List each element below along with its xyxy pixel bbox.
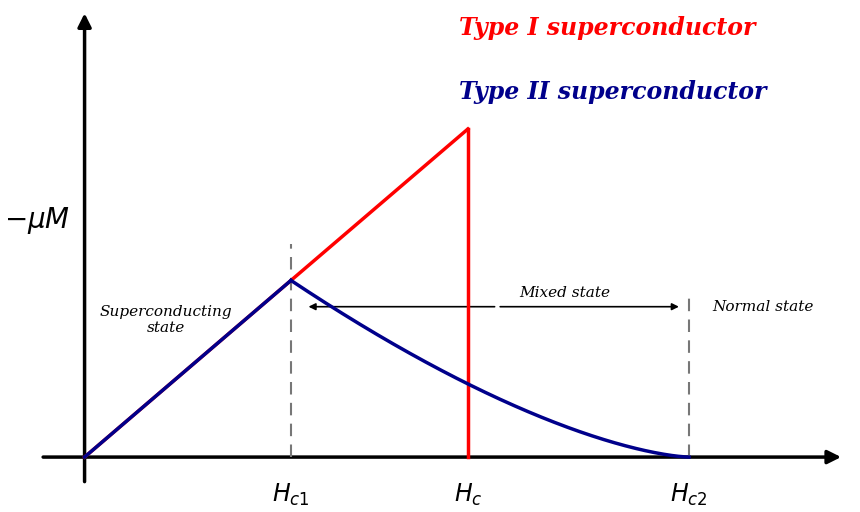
Text: $H_{c2}$: $H_{c2}$: [670, 482, 708, 508]
Text: $H_{c}$: $H_{c}$: [453, 482, 482, 508]
Text: $-\mu M$: $-\mu M$: [3, 205, 70, 236]
Text: Mixed state: Mixed state: [519, 286, 611, 300]
Text: Type II superconductor: Type II superconductor: [458, 80, 766, 104]
Text: $H_{c1}$: $H_{c1}$: [272, 482, 310, 508]
Text: Type I superconductor: Type I superconductor: [458, 16, 755, 40]
Text: Superconducting
state: Superconducting state: [100, 305, 232, 335]
Text: Normal state: Normal state: [712, 300, 814, 314]
